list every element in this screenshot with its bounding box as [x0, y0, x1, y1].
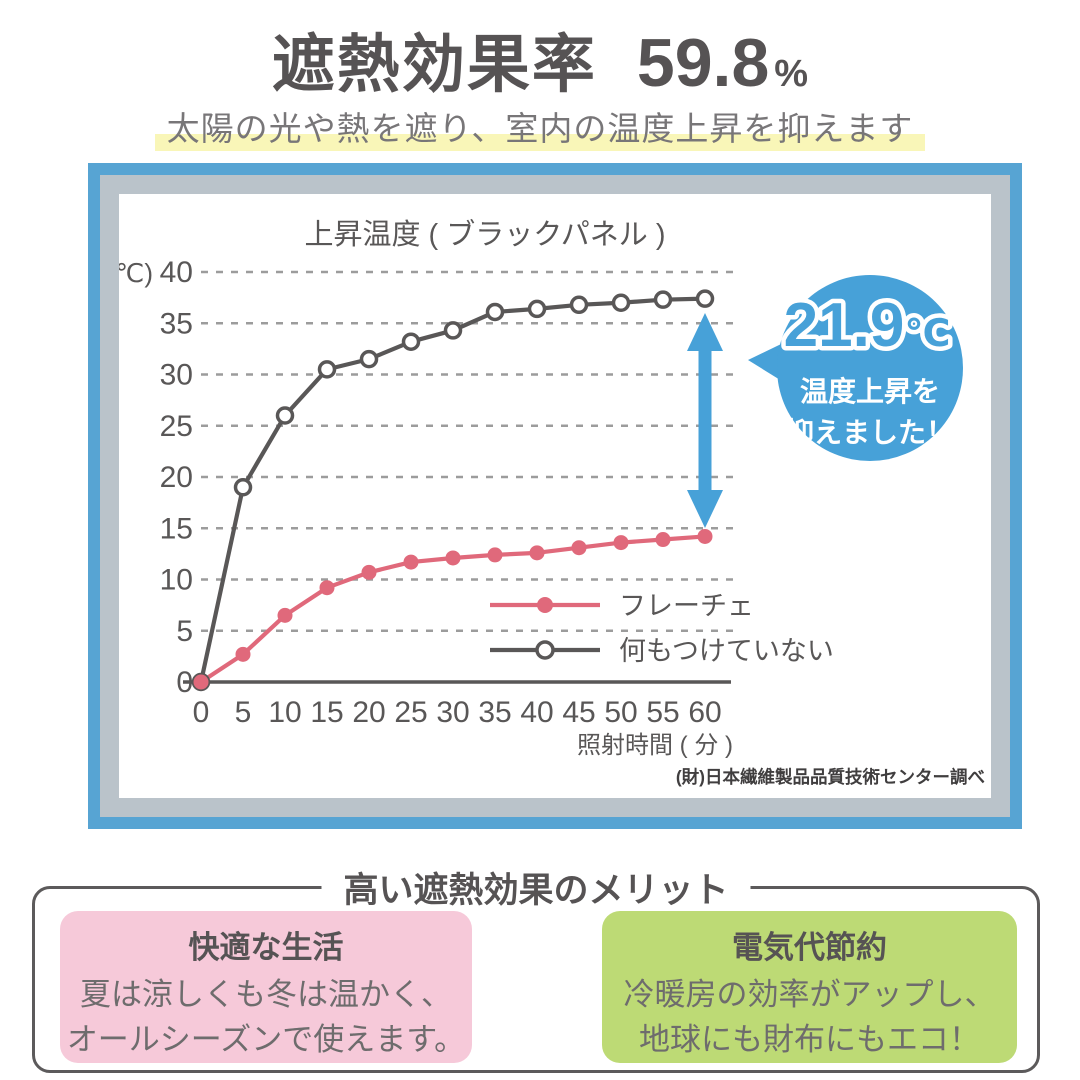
svg-text:45: 45	[562, 696, 595, 729]
merit-box-electricity-line2: 地球にも財布にもエコ！	[639, 1022, 980, 1057]
svg-text:5: 5	[235, 696, 252, 729]
merit-box-comfort-line1: 夏は涼しくも冬は温かく、	[80, 977, 452, 1012]
svg-text:10: 10	[160, 564, 193, 597]
chart-frame: 上昇温度 ( ブラックパネル )0510152025303540(℃)05101…	[88, 163, 1022, 829]
subtitle: 太陽の光や熱を遮り、室内の温度上昇を抑えます	[0, 102, 1080, 151]
svg-text:25: 25	[160, 410, 193, 443]
svg-text:抑えました！: 抑えました！	[786, 417, 954, 448]
svg-text:フレーチェ: フレーチェ	[619, 591, 754, 621]
svg-text:25: 25	[394, 696, 427, 729]
svg-text:20: 20	[160, 461, 193, 494]
effect-rate-unit: %	[774, 53, 809, 95]
svg-text:5: 5	[176, 615, 193, 648]
svg-text:40: 40	[160, 256, 193, 289]
svg-text:21.9℃: 21.9℃	[784, 291, 951, 360]
page-title: 遮熱効果率 59.8 %	[0, 14, 1080, 105]
merit-box-electricity-line1: 冷暖房の効率がアップし、	[623, 977, 996, 1012]
merit-box-electricity-title: 電気代節約	[732, 930, 887, 965]
subtitle-highlighted-text: 太陽の光や熱を遮り、室内の温度上昇を抑えます	[154, 110, 926, 151]
svg-text:温度上昇を: 温度上昇を	[800, 376, 940, 407]
merits-section-title: 高い遮熱効果のメリット	[321, 862, 751, 913]
svg-text:35: 35	[478, 696, 511, 729]
svg-text:15: 15	[160, 512, 193, 545]
merit-box-electricity: 電気代節約 冷暖房の効率がアップし、 地球にも財布にもエコ！	[602, 911, 1017, 1063]
svg-text:15: 15	[310, 696, 343, 729]
svg-text:30: 30	[436, 696, 469, 729]
effect-rate-value: 59.8	[636, 25, 770, 101]
svg-text:60: 60	[688, 696, 721, 729]
svg-text:35: 35	[160, 307, 193, 340]
merits-section: 高い遮熱効果のメリット 快適な生活 夏は涼しくも冬は温かく、 オールシーズンで使…	[32, 862, 1040, 1073]
svg-text:40: 40	[520, 696, 553, 729]
title-text: 遮熱効果率	[271, 30, 597, 100]
svg-text:照射時間 ( 分 ): 照射時間 ( 分 )	[577, 732, 733, 759]
svg-text:0: 0	[193, 696, 210, 729]
svg-text:55: 55	[646, 696, 679, 729]
svg-text:何もつけていない: 何もつけていない	[619, 636, 834, 666]
svg-text:上昇温度 ( ブラックパネル ): 上昇温度 ( ブラックパネル )	[304, 218, 665, 251]
chart-inner-frame: 上昇温度 ( ブラックパネル )0510152025303540(℃)05101…	[100, 175, 1010, 817]
svg-text:50: 50	[604, 696, 637, 729]
svg-text:(財)日本繊維製品品質技術センター調べ: (財)日本繊維製品品質技術センター調べ	[676, 767, 985, 787]
svg-text:20: 20	[352, 696, 385, 729]
svg-text:10: 10	[268, 696, 301, 729]
svg-text:(℃): (℃)	[119, 258, 153, 288]
merit-box-comfort: 快適な生活 夏は涼しくも冬は温かく、 オールシーズンで使えます。	[60, 911, 472, 1063]
merit-box-comfort-line2: オールシーズンで使えます。	[66, 1022, 466, 1057]
merit-box-comfort-title: 快適な生活	[188, 930, 344, 965]
temperature-line-chart: 上昇温度 ( ブラックパネル )0510152025303540(℃)05101…	[119, 194, 991, 798]
svg-text:30: 30	[160, 359, 193, 392]
